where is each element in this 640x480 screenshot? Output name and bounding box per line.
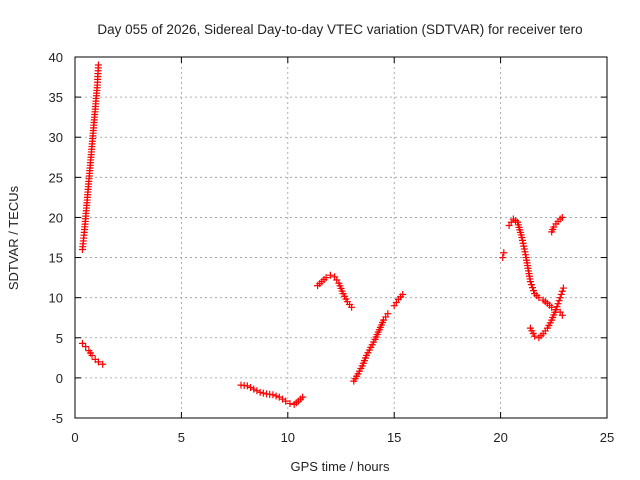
data-point — [269, 391, 277, 399]
y-tick-label: 0 — [56, 371, 63, 386]
x-tick-label: 15 — [387, 430, 401, 445]
data-point — [555, 297, 563, 305]
data-point — [499, 254, 507, 262]
data-point — [527, 281, 535, 289]
data-point — [558, 287, 566, 295]
data-point — [88, 351, 96, 359]
data-point — [94, 61, 102, 69]
data-point — [558, 311, 566, 319]
x-tick-label: 25 — [600, 430, 614, 445]
data-point — [384, 310, 392, 318]
data-point — [78, 339, 86, 347]
x-tick-label: 0 — [71, 430, 78, 445]
axis-ticks — [74, 56, 608, 419]
data-point — [552, 306, 560, 314]
data-point — [286, 400, 294, 408]
data-point — [548, 303, 556, 311]
plot-frame — [74, 56, 608, 419]
y-tick-label: 30 — [49, 130, 63, 145]
data-point — [554, 300, 562, 308]
data-point — [282, 397, 290, 405]
data-point — [322, 274, 330, 282]
data-point — [500, 249, 508, 257]
data-point — [247, 384, 255, 392]
data-point — [399, 290, 407, 298]
x-tick-labels: 0 5 10 15 20 25 — [71, 430, 614, 445]
data-point — [256, 388, 264, 396]
data-point — [272, 392, 280, 400]
data-points — [78, 61, 567, 408]
data-point — [99, 360, 107, 368]
data-point — [348, 303, 356, 311]
y-tick-label: 25 — [49, 170, 63, 185]
data-point — [326, 271, 334, 279]
x-tick-label: 5 — [178, 430, 185, 445]
grid-lines — [75, 57, 607, 418]
data-point — [558, 213, 566, 221]
y-tick-label: 20 — [49, 210, 63, 225]
data-point — [253, 387, 261, 395]
data-point — [553, 303, 561, 311]
y-tick-labels: -5 0 5 10 15 20 25 30 35 40 — [49, 50, 63, 426]
data-point — [556, 294, 564, 302]
y-axis-label: SDTVAR / TECUs — [6, 185, 21, 290]
data-point — [529, 284, 537, 292]
data-point — [526, 278, 534, 286]
data-point — [535, 294, 543, 302]
data-point — [259, 389, 267, 397]
data-point — [299, 393, 307, 401]
y-tick-label: -5 — [51, 411, 63, 426]
y-tick-label: 35 — [49, 90, 63, 105]
data-point — [94, 358, 102, 366]
data-point — [530, 287, 538, 295]
y-tick-label: 40 — [49, 50, 63, 65]
x-tick-label: 20 — [493, 430, 507, 445]
data-point — [243, 382, 251, 390]
data-point — [82, 343, 90, 351]
y-tick-label: 10 — [49, 291, 63, 306]
y-tick-label: 5 — [56, 331, 63, 346]
data-point — [559, 284, 567, 292]
chart-title: Day 055 of 2026, Sidereal Day-to-day VTE… — [97, 22, 582, 37]
x-axis-label: GPS time / hours — [291, 459, 390, 474]
x-tick-label: 10 — [281, 430, 295, 445]
data-point — [250, 385, 258, 393]
y-tick-label: 15 — [49, 251, 63, 266]
data-point — [531, 332, 539, 340]
data-point — [557, 290, 565, 298]
